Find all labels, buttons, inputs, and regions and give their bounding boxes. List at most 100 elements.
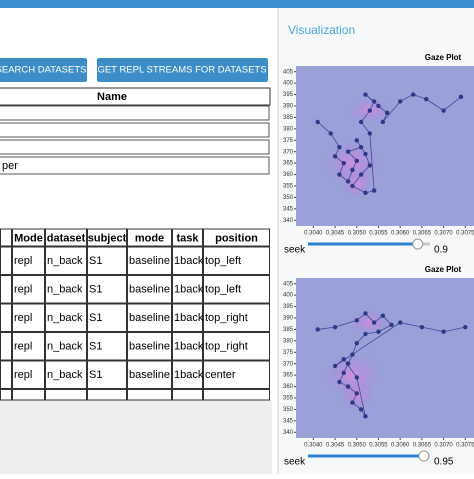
gaze-point xyxy=(332,154,338,159)
gaze-point xyxy=(463,324,468,330)
seek-knob[interactable] xyxy=(412,238,424,250)
name-row[interactable] xyxy=(0,105,270,121)
cell-text: top_right xyxy=(205,312,248,324)
y-tick-label: 350 xyxy=(283,407,294,413)
header-cell xyxy=(87,228,127,247)
footer-area xyxy=(0,400,272,474)
y-tick-label: 405 xyxy=(283,69,294,75)
y-tick-label: 360 xyxy=(283,172,294,178)
table-cell[interactable] xyxy=(0,303,12,332)
x-tick-label: 0.3055 xyxy=(369,443,388,449)
table-cell xyxy=(127,332,172,361)
x-tick-label: 0.3065 xyxy=(413,443,432,449)
y-tick-label: 355 xyxy=(283,396,294,402)
table-cell xyxy=(12,332,45,361)
table-cell xyxy=(12,360,45,389)
gaze-point xyxy=(371,99,377,104)
table-cell xyxy=(45,389,87,401)
table-cell xyxy=(12,389,45,401)
header-cell xyxy=(203,228,270,247)
table-cell xyxy=(172,360,203,389)
gaze-point xyxy=(397,320,403,325)
cell-text: S1 xyxy=(89,284,102,296)
gaze-point xyxy=(354,158,359,164)
table-cell[interactable] xyxy=(0,389,12,401)
table-cell xyxy=(127,389,172,401)
gaze-point xyxy=(354,138,359,143)
table-cell xyxy=(12,246,45,275)
name-row[interactable] xyxy=(0,122,270,138)
table-cell xyxy=(172,389,203,401)
gaze-point xyxy=(354,391,359,396)
plots: Gaze Plot 405 400 395 390 385 380 375 370 365 360 3… xyxy=(283,53,474,468)
gaze-point xyxy=(380,313,386,318)
name-header-label: Name xyxy=(97,91,127,103)
table-cell xyxy=(172,303,203,332)
table-cell xyxy=(87,389,127,401)
search-button-label[interactable]: SEARCH DATASETS xyxy=(0,65,86,76)
plot-area xyxy=(296,278,474,438)
table-cell xyxy=(45,275,87,304)
gaze-point xyxy=(371,188,377,193)
gaze-point xyxy=(363,151,368,157)
search-button[interactable] xyxy=(0,58,87,82)
y-tick-label: 385 xyxy=(283,115,294,121)
gaze-point xyxy=(350,352,355,357)
gaze-point xyxy=(337,379,342,385)
y-tick-label: 365 xyxy=(283,161,294,167)
gaze-point xyxy=(389,322,394,328)
cell-text: repl xyxy=(14,341,32,353)
table-cell[interactable] xyxy=(0,246,12,275)
streams-button[interactable] xyxy=(97,58,268,82)
cell-text: S1 xyxy=(89,369,102,381)
cell-text: 1back xyxy=(174,284,204,296)
cell-text: top_right xyxy=(205,341,248,353)
name-row[interactable] xyxy=(0,156,270,175)
plot-area xyxy=(296,66,474,226)
gaze-point xyxy=(345,384,351,389)
gaze-point xyxy=(367,131,373,136)
table-cell xyxy=(45,360,87,389)
cell-text: n_back xyxy=(47,255,83,267)
gaze-point xyxy=(350,183,355,189)
table-cell xyxy=(87,246,127,275)
gaze-point xyxy=(350,400,355,405)
table-cell xyxy=(203,246,270,275)
header-cell xyxy=(127,228,172,247)
cell-text: 1back xyxy=(174,341,204,353)
column-header: position xyxy=(215,232,258,244)
y-tick-label: 400 xyxy=(283,293,294,299)
table-cell xyxy=(203,332,270,361)
cell-text: repl xyxy=(14,312,32,324)
y-tick-label: 345 xyxy=(283,206,294,212)
y-tick-label: 380 xyxy=(283,338,294,344)
table-cell[interactable] xyxy=(0,332,12,361)
gaze-point xyxy=(411,92,416,97)
table-cell xyxy=(127,275,172,304)
gaze-point xyxy=(371,320,377,325)
streams-button-label[interactable]: GET REPL STREAMS FOR DATASETS xyxy=(97,65,266,76)
y-tick-label: 340 xyxy=(283,430,294,436)
y-tick-label: 395 xyxy=(283,304,294,310)
seek-knob[interactable] xyxy=(418,450,430,462)
y-tick-label: 360 xyxy=(283,384,294,390)
panel-title: Visualization xyxy=(288,23,355,37)
gaze-point xyxy=(350,167,355,173)
gaze-point xyxy=(419,324,425,330)
gaze-point xyxy=(376,329,381,334)
table-cell xyxy=(127,303,172,332)
name-row[interactable] xyxy=(0,139,270,155)
cell-text: baseline xyxy=(129,369,170,381)
table-cell xyxy=(172,246,203,275)
table-cell xyxy=(172,275,203,304)
gaze-point xyxy=(367,108,373,113)
table-cell[interactable] xyxy=(0,360,12,389)
table-cell xyxy=(203,303,270,332)
gaze-point xyxy=(315,119,320,125)
cell-text: n_back xyxy=(47,284,83,296)
name-header xyxy=(0,87,271,106)
table-cell[interactable] xyxy=(0,275,12,304)
x-tick-label: 0.3070 xyxy=(434,443,453,449)
x-tick-label: 0.3045 xyxy=(326,231,345,237)
column-header: Mode xyxy=(14,232,43,244)
